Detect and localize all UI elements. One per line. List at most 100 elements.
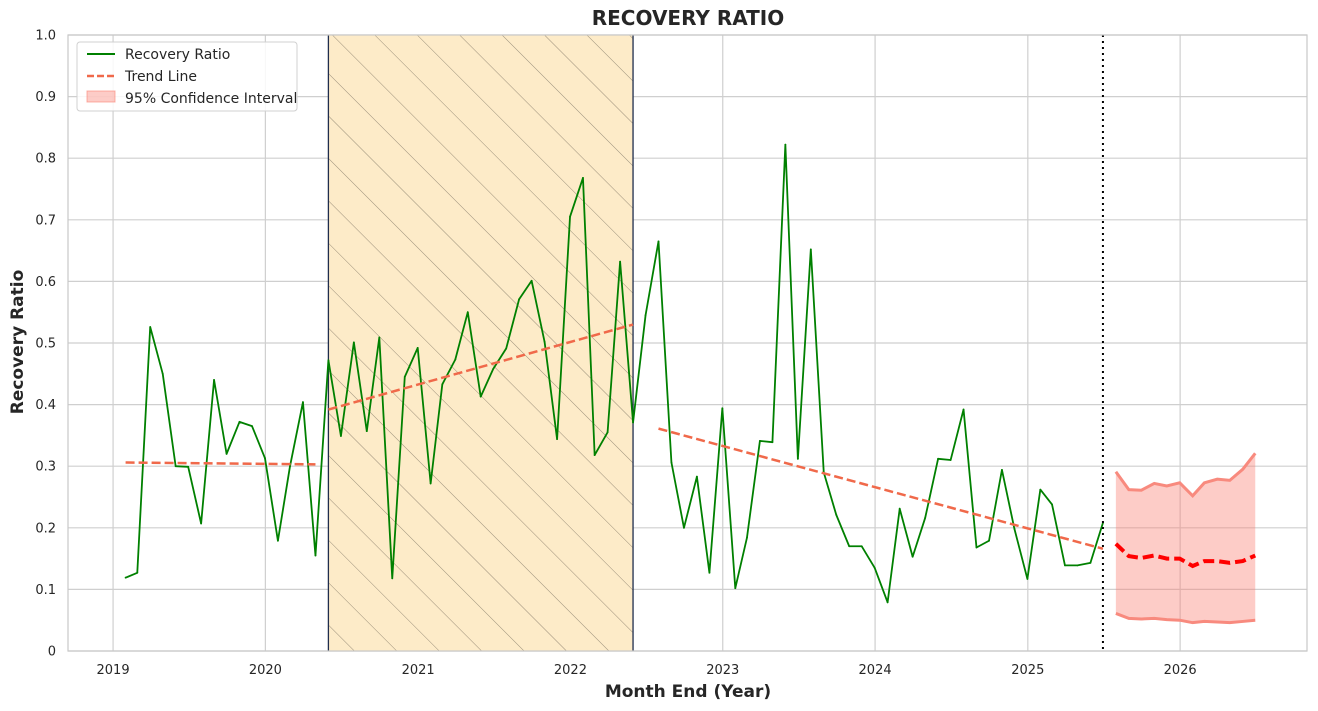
trend-line-segment	[658, 427, 1104, 550]
recovery-ratio-point	[582, 177, 584, 179]
y-tick-label: 1.0	[35, 29, 56, 44]
x-tick-label: 2025	[1011, 663, 1044, 678]
recovery-ratio-point	[644, 314, 647, 317]
confidence-lower-edge	[1115, 612, 1256, 625]
recovery-ratio-point	[962, 408, 965, 411]
recovery-ratio-point	[734, 587, 737, 590]
recovery-ratio-point	[683, 526, 685, 529]
recovery-ratio-point	[1064, 564, 1066, 567]
recovery-ratio-point	[809, 248, 812, 251]
recovery-ratio-point	[708, 571, 711, 574]
y-axis-title: Recovery Ratio	[8, 270, 28, 415]
recovery-ratio-point	[873, 566, 876, 569]
recovery-ratio-point	[1039, 488, 1042, 491]
recovery-ratio-point	[391, 577, 394, 580]
recovery-ratio-point	[251, 425, 253, 428]
y-tick-label: 0.3	[35, 460, 56, 475]
recovery-ratio-point	[378, 336, 381, 339]
axes	[67, 34, 1308, 652]
recovery-ratio-point	[441, 383, 444, 386]
legend-ci-swatch	[86, 90, 116, 103]
series-lines	[124, 35, 1257, 651]
recovery-ratio-line	[125, 143, 1104, 604]
y-tick-label: 0.1	[35, 583, 56, 598]
recovery-ratio-point	[466, 311, 469, 314]
y-tick-label: 0.8	[35, 152, 56, 167]
recovery-ratio-point	[238, 420, 241, 423]
recovery-ratio-point	[264, 457, 266, 460]
x-tick-label: 2021	[402, 663, 435, 678]
recovery-ratio-point	[340, 435, 342, 437]
recovery-ratio-point	[1089, 562, 1092, 564]
recovery-ratio-point	[746, 536, 748, 539]
shaded-region-hatch	[328, 35, 634, 651]
recovery-ratio-point	[695, 475, 698, 478]
recovery-ratio-point	[1013, 528, 1016, 530]
recovery-ratio-point	[924, 517, 927, 519]
recovery-ratio-point	[1026, 578, 1029, 580]
legend-ci-label: 95% Confidence Interval	[125, 91, 297, 107]
recovery-ratio-point	[416, 347, 419, 349]
recovery-ratio-point	[429, 482, 432, 485]
recovery-ratio-point	[937, 457, 939, 460]
trend-line-segment	[328, 323, 634, 411]
recovery-ratio-point	[277, 539, 279, 542]
recovery-ratio-point	[403, 375, 406, 378]
tick-labels: 0 0.1 0.2 0.3 0.4 0.5 0.6 0.7 0.8 0.9 1.0 2019 2020 2…	[35, 29, 1196, 679]
recovery-ratio-point	[670, 461, 673, 464]
recovery-ratio-point	[543, 340, 546, 343]
y-tick-label: 0.2	[35, 521, 56, 536]
recovery-ratio-point	[314, 554, 317, 557]
recovery-ratio-point	[289, 465, 291, 468]
recovery-ratio-point	[569, 215, 571, 218]
x-axis-title: Month End (Year)	[605, 682, 771, 702]
recovery-ratio-point	[606, 431, 609, 434]
x-tick-label: 2026	[1164, 663, 1197, 678]
x-tick-label: 2020	[249, 663, 282, 678]
recovery-ratio-point	[213, 379, 215, 381]
recovery-ratio-point	[530, 279, 533, 282]
x-tick-label: 2022	[554, 663, 587, 678]
recovery-ratio-point	[721, 407, 724, 410]
recovery-ratio-point	[619, 260, 622, 263]
recovery-ratio-point	[225, 452, 228, 455]
recovery-ratio-point	[352, 341, 355, 344]
recovery-ratio-point	[860, 545, 863, 548]
legend-box	[76, 41, 298, 112]
recovery-ratio-point	[657, 240, 660, 243]
recovery-ratio-point	[593, 454, 596, 457]
legend-trend-label: Trend Line	[124, 69, 197, 85]
chart-title: RECOVERY RATIO	[592, 6, 785, 30]
recovery-ratio-point	[1051, 503, 1053, 506]
confidence-interval-area	[1115, 453, 1256, 623]
recovery-ratio-point	[835, 513, 838, 516]
shaded-region	[327, 35, 634, 651]
recovery-ratio-point	[200, 522, 203, 525]
recovery-ratio-point	[784, 143, 787, 146]
recovery-ratio-point	[848, 545, 851, 548]
recovery-ratio-point	[796, 457, 799, 460]
legend-recovery-label: Recovery Ratio	[125, 47, 230, 63]
recovery-ratio-point	[556, 438, 558, 440]
y-tick-label: 0	[48, 645, 56, 660]
legend: Recovery Ratio Trend Line 95% Confidence I…	[76, 41, 298, 112]
plot-frame	[67, 34, 1308, 652]
confidence-band	[1114, 452, 1257, 625]
recovery-ratio-point	[975, 546, 978, 549]
recovery-ratio-point	[759, 440, 761, 442]
recovery-ratio-point	[771, 441, 774, 444]
recovery-ratio-point	[1076, 564, 1079, 567]
recovery-ratio-point	[302, 401, 304, 404]
y-tick-label: 0.5	[35, 337, 56, 352]
recovery-ratio-point	[187, 465, 190, 468]
recovery-ratio-point	[174, 465, 177, 468]
x-tick-label: 2019	[97, 663, 130, 678]
recovery-ratio-point	[988, 539, 990, 542]
x-tick-label: 2023	[706, 663, 739, 678]
recovery-ratio-point	[518, 298, 521, 301]
recovery-ratio-point	[911, 555, 914, 558]
recovery-ratio-point	[124, 576, 127, 579]
y-tick-label: 0.7	[35, 213, 56, 228]
recovery-ratio-point	[886, 601, 889, 604]
recovery-ratio-point	[479, 395, 482, 398]
